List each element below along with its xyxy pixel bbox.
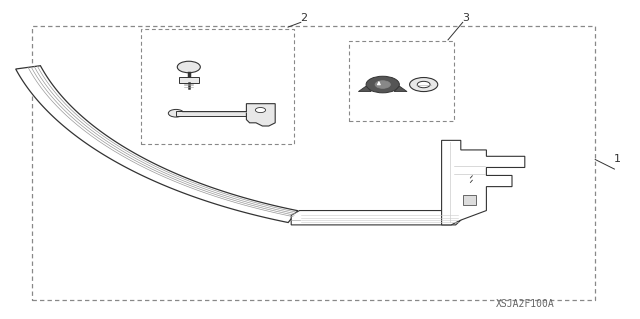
Circle shape (410, 78, 438, 92)
Circle shape (177, 61, 200, 73)
Text: 2: 2 (300, 12, 308, 23)
Polygon shape (358, 86, 371, 92)
Text: 1: 1 (614, 154, 621, 165)
Polygon shape (394, 86, 407, 92)
Bar (141, 29, 294, 144)
Circle shape (366, 76, 399, 93)
FancyBboxPatch shape (179, 77, 199, 83)
Polygon shape (442, 140, 525, 225)
Circle shape (168, 109, 184, 117)
Text: 3: 3 (463, 12, 469, 23)
Bar (32, 26, 595, 300)
Bar (349, 41, 454, 121)
Polygon shape (246, 104, 275, 126)
Circle shape (255, 108, 266, 113)
Circle shape (375, 81, 390, 88)
Polygon shape (291, 211, 461, 225)
Bar (463, 195, 476, 205)
Text: XSJA2F100A: XSJA2F100A (495, 300, 554, 309)
Bar (176, 111, 250, 116)
Circle shape (417, 81, 430, 88)
Polygon shape (16, 66, 298, 223)
